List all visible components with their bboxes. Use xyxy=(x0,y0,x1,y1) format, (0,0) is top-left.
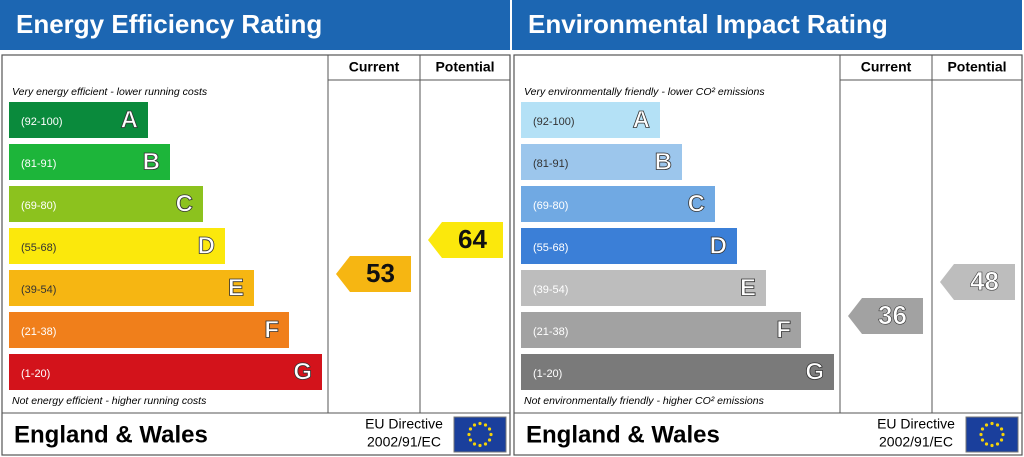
note: Not environmentally friendly - higher CO… xyxy=(524,395,765,407)
band xyxy=(9,270,254,306)
eu-star xyxy=(487,438,492,442)
band-letter: B xyxy=(143,148,160,175)
eu-star xyxy=(984,442,989,446)
rating-arrow xyxy=(848,298,923,334)
band xyxy=(521,312,801,348)
note: Very environmentally friendly - lower CO… xyxy=(524,86,765,98)
band-range: (69-80) xyxy=(21,200,56,212)
title-bar xyxy=(512,0,1022,50)
footer-region: England & Wales xyxy=(526,421,720,448)
band-letter: B xyxy=(655,148,672,175)
rating-arrow xyxy=(428,222,503,258)
band-range: (55-68) xyxy=(21,242,56,254)
band-letter: A xyxy=(633,106,650,133)
eu-star xyxy=(478,443,482,448)
band-range: (92-100) xyxy=(533,116,575,128)
band-letter: F xyxy=(776,316,791,343)
column-header: Potential xyxy=(947,59,1006,75)
column-header: Current xyxy=(861,59,912,75)
eu-star xyxy=(990,421,994,426)
footer-region: England & Wales xyxy=(14,421,208,448)
note: Very energy efficient - lower running co… xyxy=(12,86,208,98)
band xyxy=(9,186,203,222)
eu-star xyxy=(995,423,1000,427)
eu-star xyxy=(472,423,477,427)
band xyxy=(9,144,170,180)
band xyxy=(9,312,289,348)
band xyxy=(521,186,715,222)
band-range: (39-54) xyxy=(21,284,56,296)
table-border xyxy=(1,54,511,456)
footer-directive: EU Directive xyxy=(877,416,955,432)
band-range: (39-54) xyxy=(533,284,568,296)
footer-directive: 2002/91/EC xyxy=(367,434,441,450)
eu-star xyxy=(999,427,1004,431)
band-letter: D xyxy=(198,232,215,259)
band xyxy=(9,228,225,264)
rating-value: 48 xyxy=(970,266,999,296)
eu-star xyxy=(478,421,482,426)
eu-star xyxy=(487,427,492,431)
eu-star xyxy=(483,442,488,446)
band xyxy=(521,228,737,264)
band-range: (69-80) xyxy=(533,200,568,212)
band-letter: G xyxy=(805,358,824,385)
eu-star xyxy=(468,438,473,442)
title: Energy Efficiency Rating xyxy=(16,9,322,39)
band xyxy=(521,144,682,180)
band-range: (21-38) xyxy=(533,326,568,338)
eu-star xyxy=(1001,432,1005,437)
rating-value: 53 xyxy=(366,258,395,288)
eu-star xyxy=(472,442,477,446)
band-letter: A xyxy=(121,106,138,133)
band-letter: C xyxy=(688,190,705,217)
band-range: (1-20) xyxy=(21,368,50,380)
note: Not energy efficient - higher running co… xyxy=(12,395,207,407)
band xyxy=(9,102,148,138)
eu-star xyxy=(468,427,473,431)
band-letter: E xyxy=(228,274,244,301)
band-letter: C xyxy=(176,190,193,217)
band-range: (81-91) xyxy=(533,158,568,170)
eu-star xyxy=(483,423,488,427)
band-letter: E xyxy=(740,274,756,301)
band-range: (55-68) xyxy=(533,242,568,254)
rating-value: 64 xyxy=(458,224,487,254)
band-range: (1-20) xyxy=(533,368,562,380)
table-border xyxy=(513,54,1023,456)
column-header: Current xyxy=(349,59,400,75)
rating-arrow xyxy=(336,256,411,292)
eu-star xyxy=(489,432,493,437)
band xyxy=(521,270,766,306)
band-letter: D xyxy=(710,232,727,259)
eu-star xyxy=(995,442,1000,446)
band xyxy=(9,354,322,390)
eu-star xyxy=(467,432,471,437)
eu-star xyxy=(990,443,994,448)
band-letter: G xyxy=(293,358,312,385)
eu-star xyxy=(984,423,989,427)
eu-star xyxy=(979,432,983,437)
eu-star xyxy=(980,427,985,431)
band xyxy=(521,102,660,138)
band xyxy=(521,354,834,390)
band-range: (92-100) xyxy=(21,116,63,128)
title-bar xyxy=(0,0,510,50)
title: Environmental Impact Rating xyxy=(528,9,888,39)
eu-star xyxy=(980,438,985,442)
band-letter: F xyxy=(264,316,279,343)
eu-star xyxy=(999,438,1004,442)
rating-arrow xyxy=(940,264,1015,300)
footer-directive: 2002/91/EC xyxy=(879,434,953,450)
footer-directive: EU Directive xyxy=(365,416,443,432)
rating-value: 36 xyxy=(878,300,907,330)
column-header: Potential xyxy=(435,59,494,75)
band-range: (81-91) xyxy=(21,158,56,170)
band-range: (21-38) xyxy=(21,326,56,338)
